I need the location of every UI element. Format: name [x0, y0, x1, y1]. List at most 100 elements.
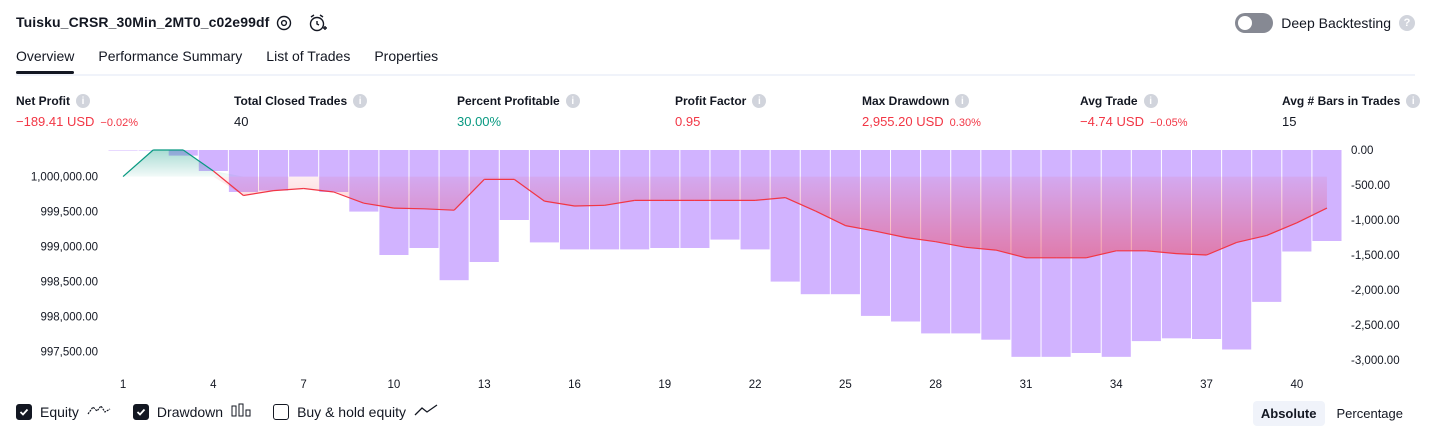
- drawdown-bar: [439, 150, 469, 281]
- tab-list-of-trades[interactable]: List of Trades: [266, 48, 351, 64]
- drawdown-bars-icon: [231, 403, 251, 420]
- metric-value: 15: [1282, 114, 1297, 129]
- x-tick-label: 22: [749, 379, 762, 391]
- info-icon[interactable]: i: [955, 94, 970, 108]
- equity-line-segment: [513, 178, 545, 202]
- metric-sub-value: −0.02%: [100, 117, 139, 129]
- x-tick-label: 1: [120, 379, 126, 391]
- equity-line-segment: [1086, 250, 1117, 259]
- y-right-tick-label: -500.00: [1351, 180, 1390, 192]
- scale-mode-switch: Absolute Percentage: [1252, 401, 1411, 426]
- y-right-tick-label: -1,000.00: [1351, 215, 1400, 227]
- x-tick-label: 28: [929, 379, 942, 391]
- equity-line-segment: [423, 208, 455, 211]
- equity-loss-area: [123, 176, 1327, 258]
- drawdown-bar: [770, 150, 800, 282]
- equity-drawdown-chart[interactable]: 1,000,000.00 999,500.00 999,000.00 998,500.…: [0, 140, 1431, 395]
- x-tick-label: 19: [658, 379, 671, 391]
- equity-line-segment: [273, 187, 304, 192]
- tab-performance-summary[interactable]: Performance Summary: [98, 48, 243, 64]
- y-right-tick-label: 0.00: [1351, 145, 1373, 157]
- metric-sub-value: 0.30%: [949, 117, 981, 129]
- metric-value: −4.74 USD: [1080, 114, 1144, 129]
- x-tick-label: 16: [568, 379, 581, 391]
- legend-equity[interactable]: Equity: [16, 403, 111, 420]
- tab-bar: Overview Performance Summary List of Tra…: [16, 48, 438, 74]
- checkbox-checked-icon[interactable]: [16, 403, 32, 420]
- tabs-divider: [16, 74, 1415, 76]
- mode-absolute-button[interactable]: Absolute: [1252, 401, 1325, 426]
- metric-max-drawdown: Max Drawdown i 2,955.20 USD 0.30%: [862, 94, 981, 129]
- equity-line-segment: [1176, 253, 1207, 256]
- equity-line-segment: [453, 178, 485, 211]
- y-left-tick-label: 998,000.00: [40, 312, 98, 324]
- metric-label: Total Closed Trades: [234, 94, 348, 108]
- x-tick-label: 40: [1290, 379, 1303, 391]
- equity-line-segment: [965, 246, 996, 251]
- equity-line-segment: [212, 170, 244, 196]
- metric-label: Avg Trade: [1080, 94, 1138, 108]
- tab-properties[interactable]: Properties: [374, 48, 439, 64]
- x-tick-label: 37: [1200, 379, 1213, 391]
- legend-buy-hold[interactable]: Buy & hold equity: [273, 403, 438, 420]
- checkbox-checked-icon[interactable]: [132, 403, 149, 420]
- info-icon[interactable]: i: [1406, 94, 1421, 108]
- y-right-tick-label: -1,500.00: [1351, 250, 1400, 262]
- metric-profit-factor: Profit Factor i 0.95: [675, 94, 767, 129]
- metric-avg-bars: Avg # Bars in Trades i 15: [1282, 94, 1421, 129]
- equity-line-segment: [995, 249, 1027, 259]
- equity-line-segment: [544, 200, 575, 207]
- equity-line-segment: [875, 230, 906, 239]
- y-right-tick-label: -2,500.00: [1351, 320, 1400, 332]
- info-icon[interactable]: i: [565, 94, 580, 108]
- legend-label: Equity: [40, 403, 79, 420]
- metric-avg-trade: Avg Trade i −4.74 USD −0.05%: [1080, 94, 1188, 129]
- mode-percentage-button[interactable]: Percentage: [1336, 406, 1404, 421]
- add-alert-icon[interactable]: [306, 12, 328, 34]
- info-icon[interactable]: i: [752, 94, 767, 108]
- legend-label: Drawdown: [156, 403, 224, 420]
- info-icon[interactable]: i: [1143, 94, 1158, 108]
- tab-overview[interactable]: Overview: [16, 48, 75, 74]
- equity-line-segment: [363, 202, 395, 209]
- metric-percent-profitable: Percent Profitable i 30.00%: [457, 94, 580, 129]
- equity-line-segment: [122, 149, 154, 178]
- legend-label: Buy & hold equity: [297, 403, 407, 420]
- metric-label: Net Profit: [16, 94, 70, 108]
- x-tick-label: 4: [210, 379, 217, 391]
- equity-line-segment: [1296, 207, 1328, 224]
- deep-backtesting-toggle[interactable]: [1235, 13, 1274, 33]
- equity-line-segment: [755, 197, 786, 201]
- settings-icon[interactable]: [273, 12, 295, 34]
- equity-line-segment: [935, 241, 966, 248]
- y-left-tick-label: 999,500.00: [40, 207, 98, 219]
- metric-label: Max Drawdown: [862, 94, 950, 108]
- equity-line-segment: [845, 225, 876, 232]
- y-left-tick-label: 998,500.00: [40, 277, 98, 289]
- chart-legend: Equity Drawdown Buy & hold equity: [16, 403, 438, 420]
- y-axis-left: 1,000,000.00 999,500.00 999,000.00 998,500.…: [31, 172, 98, 359]
- info-icon[interactable]: i: [353, 94, 368, 108]
- x-tick-label: 10: [388, 379, 401, 391]
- metric-total-closed-trades: Total Closed Trades i 40: [234, 94, 368, 129]
- y-left-tick-label: 1,000,000.00: [31, 172, 98, 184]
- metric-label: Avg # Bars in Trades: [1282, 94, 1401, 108]
- help-icon[interactable]: ?: [1399, 15, 1415, 31]
- equity-line-segment: [905, 236, 936, 243]
- equity-line-segment: [574, 204, 605, 207]
- y-left-tick-label: 997,500.00: [40, 347, 98, 359]
- metric-net-profit: Net Profit i −189.41 USD −0.02%: [16, 94, 138, 129]
- y-right-tick-label: -2,000.00: [1351, 285, 1400, 297]
- equity-line-segment: [182, 149, 214, 172]
- drawdown-bar: [800, 150, 830, 295]
- equity-line-segment: [243, 190, 274, 197]
- equity-line-segment: [393, 207, 425, 210]
- checkbox-unchecked-icon[interactable]: [273, 403, 290, 420]
- legend-drawdown[interactable]: Drawdown: [132, 403, 251, 420]
- x-tick-label: 25: [839, 379, 852, 391]
- equity-line-segment: [1146, 250, 1177, 255]
- buy-hold-line-icon: [414, 403, 438, 420]
- x-tick-label: 31: [1020, 379, 1033, 391]
- deep-backtesting-label: Deep Backtesting: [1281, 15, 1391, 31]
- info-icon[interactable]: i: [76, 94, 90, 108]
